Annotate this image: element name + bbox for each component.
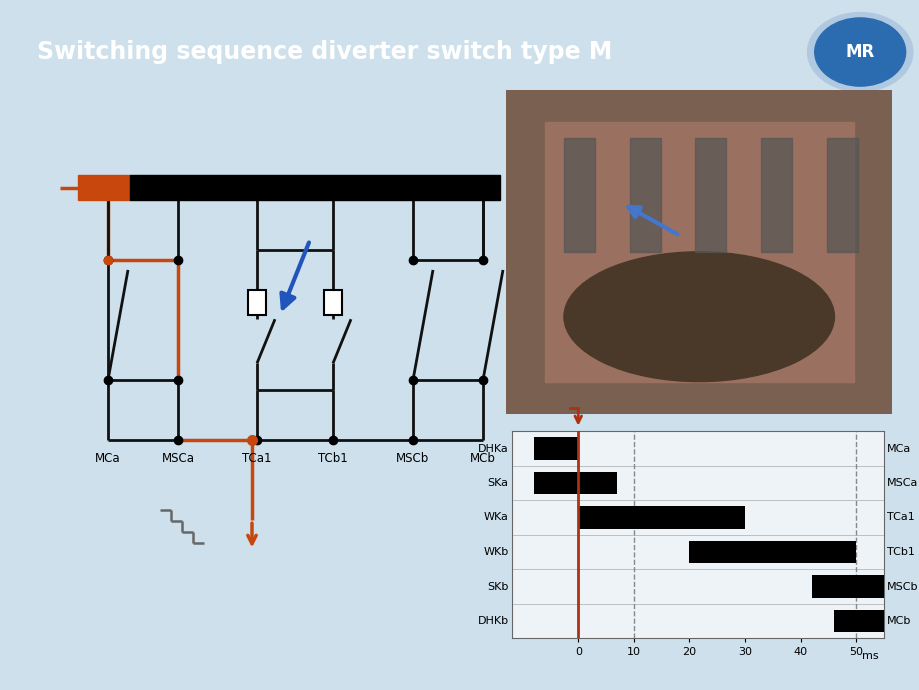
Ellipse shape — [563, 252, 834, 382]
Text: SKa: SKa — [487, 478, 508, 488]
Bar — [629, 138, 660, 252]
Text: MSCa: MSCa — [162, 452, 194, 465]
Bar — [834, 610, 883, 632]
Bar — [533, 437, 578, 460]
Text: MSCb: MSCb — [886, 582, 917, 591]
Bar — [533, 472, 617, 494]
Text: TCa1: TCa1 — [242, 452, 271, 465]
Text: WKa: WKa — [483, 513, 508, 522]
Text: TCb1: TCb1 — [886, 547, 913, 557]
Text: ms: ms — [861, 651, 878, 661]
Text: MSCb: MSCb — [396, 452, 429, 465]
Circle shape — [807, 12, 912, 92]
Bar — [78, 175, 130, 200]
Bar — [323, 290, 342, 315]
Text: MCb: MCb — [470, 452, 495, 465]
Bar — [563, 138, 595, 252]
Text: SKb: SKb — [487, 582, 508, 591]
Bar — [826, 138, 857, 252]
Circle shape — [814, 18, 904, 86]
Text: MCb: MCb — [886, 616, 911, 626]
Text: DHKb: DHKb — [477, 616, 508, 626]
Bar — [811, 575, 883, 598]
Text: TCb1: TCb1 — [318, 452, 347, 465]
Text: MSCa: MSCa — [886, 478, 917, 488]
Text: TCa1: TCa1 — [886, 513, 913, 522]
Bar — [248, 290, 266, 315]
Text: MR: MR — [845, 43, 874, 61]
Bar — [688, 541, 856, 563]
Bar — [578, 506, 744, 529]
Text: Switching sequence diverter switch type M: Switching sequence diverter switch type … — [37, 40, 611, 64]
Text: WKb: WKb — [483, 547, 508, 557]
Bar — [130, 175, 499, 200]
Text: MCa: MCa — [886, 444, 910, 453]
Text: DHKa: DHKa — [478, 444, 508, 453]
Text: MCa: MCa — [95, 452, 120, 465]
Bar — [695, 138, 725, 252]
Bar — [544, 122, 853, 382]
Bar — [760, 138, 791, 252]
